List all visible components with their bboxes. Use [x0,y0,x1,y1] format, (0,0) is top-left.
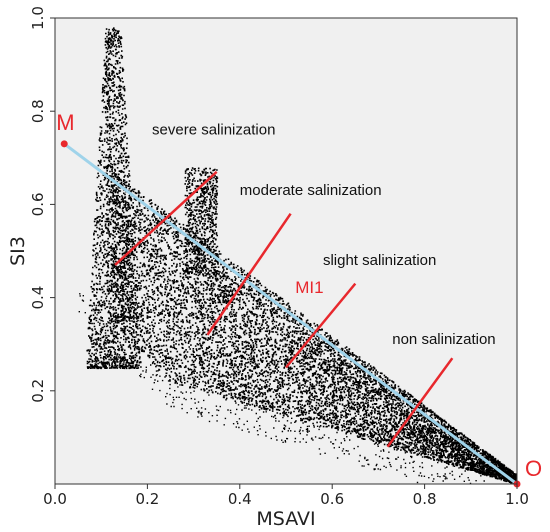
zone-label-2: moderate salinization [240,182,382,199]
x-axis-title: MSAVI [256,508,315,530]
y-axis-title: SI3 [7,236,29,266]
zone-label-1: severe salinization [152,122,275,139]
point-cloud [78,27,517,484]
zone-divider-3 [285,282,357,369]
x-tick-label: 0.2 [135,490,159,508]
x-tick-label: 1.0 [505,490,529,508]
point-label-o: O [525,456,542,481]
plot-frame [54,17,518,485]
data-points [78,27,517,484]
mi1-trend-line [63,142,518,486]
y-tick-label: 1.0 [29,6,47,30]
zone-divider-2 [206,213,292,336]
zone-divider-4 [386,357,454,448]
y-tick-label: 0.6 [29,192,47,216]
y-tick-label: 0.8 [29,99,47,123]
x-tick-label: 0.8 [413,490,437,508]
point-m [60,140,68,148]
y-tick-label: 0.2 [29,379,47,403]
zone-label-4: non salinization [392,331,495,348]
axes: 0.0 0.2 0.4 0.6 0.8 1.0 0.2 0.4 0.6 0.8 1.0 [29,6,529,508]
x-tick-label: 0.6 [320,490,344,508]
mi1-label: MI1 [295,278,323,297]
annotation-layer: severe salinization moderate salinization… [56,110,542,488]
x-tick-label: 0.0 [43,490,67,508]
point-label-m: M [56,110,74,135]
zone-label-3: slight salinization [323,252,436,269]
y-tick-label: 0.4 [29,286,47,310]
zone-divider-1 [114,170,218,266]
x-tick-label: 0.4 [228,490,252,508]
